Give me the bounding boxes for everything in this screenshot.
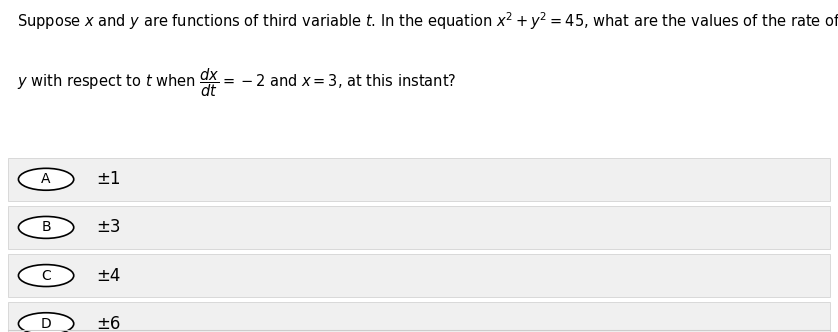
FancyBboxPatch shape xyxy=(8,302,830,332)
Text: ±3: ±3 xyxy=(96,218,121,236)
Text: $y$ with respect to $t$ when $\dfrac{dx}{dt}=-2$ and $x=3$, at this instant?: $y$ with respect to $t$ when $\dfrac{dx}… xyxy=(17,66,456,99)
Text: D: D xyxy=(41,317,51,331)
Text: A: A xyxy=(41,172,51,186)
Text: ±6: ±6 xyxy=(96,315,121,332)
Circle shape xyxy=(18,168,74,190)
Text: B: B xyxy=(41,220,51,234)
Text: ±1: ±1 xyxy=(96,170,121,188)
FancyBboxPatch shape xyxy=(8,254,830,297)
Text: ±4: ±4 xyxy=(96,267,121,285)
FancyBboxPatch shape xyxy=(8,158,830,201)
FancyBboxPatch shape xyxy=(8,206,830,249)
Text: Suppose $x$ and $y$ are functions of third variable $t$. In the equation $x^2+y^: Suppose $x$ and $y$ are functions of thi… xyxy=(17,10,838,32)
Text: C: C xyxy=(41,269,51,283)
Circle shape xyxy=(18,265,74,287)
Circle shape xyxy=(18,313,74,332)
Circle shape xyxy=(18,216,74,238)
